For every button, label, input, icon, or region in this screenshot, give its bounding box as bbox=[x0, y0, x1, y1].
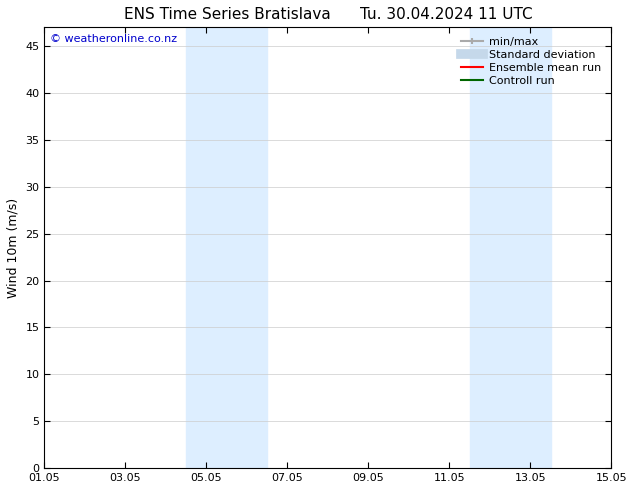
Bar bbox=[470, 27, 550, 468]
Title: ENS Time Series Bratislava      Tu. 30.04.2024 11 UTC: ENS Time Series Bratislava Tu. 30.04.202… bbox=[124, 7, 532, 22]
Bar bbox=[186, 27, 267, 468]
Text: © weatheronline.co.nz: © weatheronline.co.nz bbox=[50, 34, 178, 44]
Legend: min/max, Standard deviation, Ensemble mean run, Controll run: min/max, Standard deviation, Ensemble me… bbox=[456, 33, 605, 90]
Y-axis label: Wind 10m (m/s): Wind 10m (m/s) bbox=[7, 197, 20, 298]
